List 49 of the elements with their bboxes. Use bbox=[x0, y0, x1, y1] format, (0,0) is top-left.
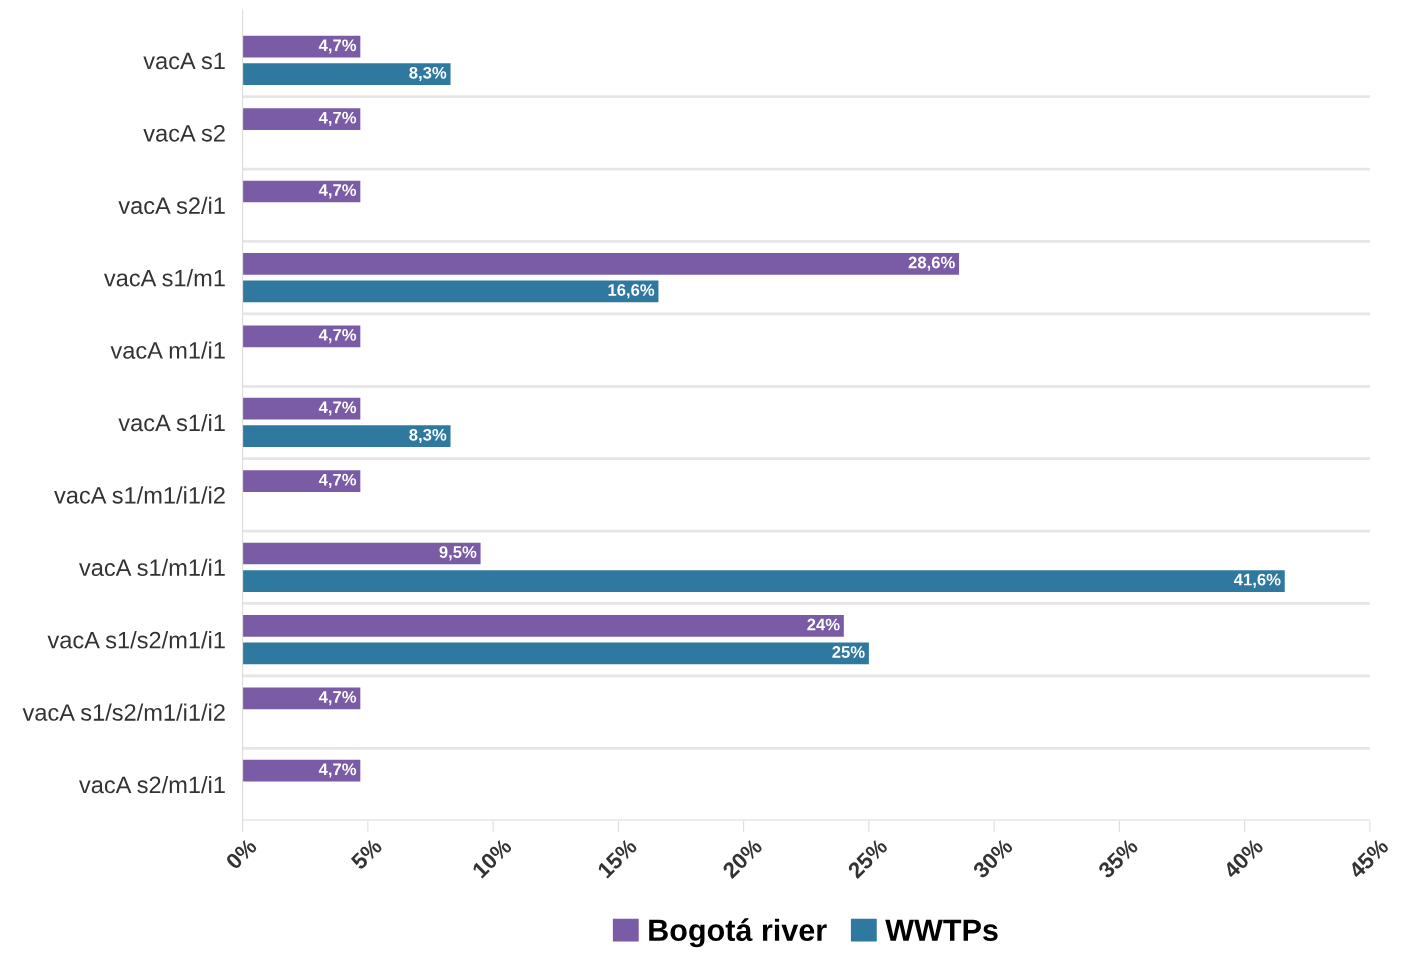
data-label: 4,7% bbox=[318, 401, 357, 416]
x-tick-label: 45% bbox=[1347, 837, 1390, 880]
data-label: 4,7% bbox=[318, 39, 357, 54]
bar bbox=[242, 425, 451, 448]
bar bbox=[242, 253, 960, 275]
y-tick-label: vacA s2/m1/i1 bbox=[79, 775, 225, 794]
bar bbox=[242, 687, 361, 710]
legend-label: Bogotá river bbox=[649, 918, 827, 948]
bar bbox=[242, 35, 361, 58]
y-tick-label: vacA s1/i1 bbox=[118, 413, 225, 432]
data-label: 16,6% bbox=[608, 284, 655, 299]
data-label: 4,7% bbox=[318, 473, 357, 488]
y-tick-label: vacA s1/m1 bbox=[103, 269, 225, 287]
bar bbox=[242, 108, 361, 130]
x-tick-label: 5% bbox=[350, 837, 384, 871]
y-tick-label: vacA s1/m1/i1/i2 bbox=[54, 486, 225, 504]
data-label: 4,7% bbox=[318, 763, 357, 778]
data-label: 8,3% bbox=[409, 66, 447, 82]
data-label: 25% bbox=[832, 646, 865, 658]
x-tick-label: 0% bbox=[224, 837, 258, 871]
y-tick-label: vacA s1 bbox=[143, 52, 225, 70]
data-label: 4,7% bbox=[318, 184, 357, 199]
bar bbox=[242, 397, 361, 420]
x-tick-label: 40% bbox=[1222, 837, 1265, 880]
bar bbox=[242, 642, 869, 665]
data-label: 41,6% bbox=[1233, 573, 1281, 588]
y-tick-label: vacA s1/m1/i1 bbox=[79, 558, 225, 577]
bar bbox=[242, 759, 361, 782]
data-label: 28,6% bbox=[908, 256, 955, 271]
bar bbox=[242, 570, 1285, 592]
y-tick-label: vacA s1/s2/m1/i1/i2 bbox=[22, 703, 225, 721]
data-label: 8,3% bbox=[409, 428, 447, 444]
bar bbox=[242, 180, 361, 203]
data-label: 4,7% bbox=[318, 329, 357, 344]
bar bbox=[242, 615, 844, 637]
bar bbox=[242, 280, 659, 303]
data-label: 9,5% bbox=[439, 546, 477, 561]
y-tick-label: vacA s2 bbox=[143, 124, 225, 142]
data-label: 24% bbox=[807, 618, 840, 631]
y-tick-label: vacA s1/s2/m1/i1 bbox=[47, 631, 225, 649]
y-tick-label: vacA s2/i1 bbox=[118, 196, 225, 215]
bar bbox=[242, 542, 481, 565]
bar bbox=[242, 63, 451, 86]
legend-label: WWTPs bbox=[885, 919, 998, 942]
data-label: 4,7% bbox=[318, 111, 357, 126]
bar bbox=[242, 470, 361, 492]
y-tick-label: vacA m1/i1 bbox=[110, 341, 225, 359]
bar bbox=[242, 325, 361, 348]
data-label: 4,7% bbox=[318, 691, 357, 706]
